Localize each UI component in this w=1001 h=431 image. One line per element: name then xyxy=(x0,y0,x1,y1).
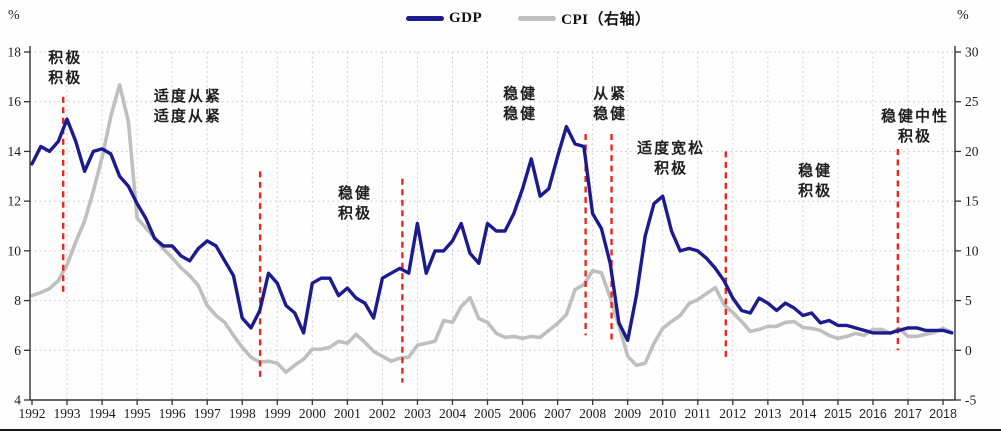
policy-annotation: 积极积极 xyxy=(48,49,82,87)
legend-item-gdp: GDP xyxy=(406,10,482,27)
cpi-line xyxy=(30,83,954,375)
left-axis-tick-label: 18 xyxy=(8,45,22,60)
left-axis-tick-label: 16 xyxy=(8,94,22,109)
x-tick-label: 2014 xyxy=(789,406,816,421)
x-tick-label: 2018 xyxy=(929,407,957,421)
x-tick-label: 2002 xyxy=(369,406,396,421)
right-axis-unit-label: % xyxy=(957,8,969,23)
left-axis-tick-label: 8 xyxy=(14,293,21,308)
x-tick-label: 1994 xyxy=(89,406,116,421)
x-tick-label: 1992 xyxy=(19,406,46,421)
legend-label-cpi: CPI（右轴） xyxy=(561,12,651,28)
x-tick-label: 2003 xyxy=(404,406,431,421)
left-axis-tick-label: 6 xyxy=(14,343,21,358)
policy-annotation: 适度宽松积极 xyxy=(637,139,705,177)
right-axis-tick-label: -5 xyxy=(965,393,976,408)
x-tick-label: 1996 xyxy=(159,406,186,421)
cpi-line-swatch xyxy=(518,16,557,21)
x-tick-label: 2008 xyxy=(579,406,606,421)
x-tick-label: 2011 xyxy=(685,406,712,421)
right-axis-tick-label: 25 xyxy=(965,94,979,109)
x-tick-label: 2004 xyxy=(439,406,466,421)
x-tick-label: 1995 xyxy=(124,406,151,421)
right-axis-tick-label: 20 xyxy=(965,144,979,159)
x-tick-label: 2007 xyxy=(544,406,571,421)
policy-annotation: 稳健积极 xyxy=(338,184,372,222)
x-tick-label: 2013 xyxy=(754,406,781,421)
x-tick-label: 1993 xyxy=(54,406,81,421)
left-axis-tick-label: 14 xyxy=(8,144,22,159)
legend-label-gdp: GDP xyxy=(449,10,483,26)
right-axis-tick-label: 10 xyxy=(965,243,979,258)
x-tick-label: 1999 xyxy=(264,406,291,421)
right-axis-tick-label: 5 xyxy=(965,293,972,308)
legend: GDP CPI（右轴） xyxy=(406,8,651,29)
right-axis-tick-label: 30 xyxy=(965,45,979,60)
x-tick-label: 2017 xyxy=(894,407,922,421)
x-tick-label: 2015 xyxy=(824,407,852,421)
left-axis-unit-label: % xyxy=(8,8,20,23)
x-tick-label: 2016 xyxy=(859,407,887,421)
x-tick-label: 2009 xyxy=(614,406,641,421)
left-axis-tick-label: 12 xyxy=(8,194,22,209)
x-tick-label: 2000 xyxy=(299,406,326,421)
x-tick-label: 1997 xyxy=(194,406,221,421)
left-axis-tick-label: 10 xyxy=(8,243,22,258)
policy-annotation: 稳健积极 xyxy=(798,162,832,200)
x-tick-label: 2001 xyxy=(334,406,361,421)
legend-item-cpi: CPI（右轴） xyxy=(518,8,650,29)
x-tick-label: 2006 xyxy=(509,406,536,421)
policy-annotation: 从紧稳健 xyxy=(593,86,627,123)
right-axis-tick-label: 15 xyxy=(965,194,979,209)
policy-annotation: 稳健稳健 xyxy=(503,85,537,123)
policy-annotation: 稳健中性积极 xyxy=(881,107,949,145)
x-tick-label: 2010 xyxy=(649,406,676,421)
right-axis-tick-label: 0 xyxy=(965,343,972,358)
x-tick-label: 2012 xyxy=(719,406,746,421)
gdp-line xyxy=(30,117,954,342)
x-tick-label: 2005 xyxy=(474,406,501,421)
x-tick-label: 1998 xyxy=(229,406,256,421)
gdp-line-swatch xyxy=(406,16,444,21)
policy-annotation: 适度从紧适度从紧 xyxy=(154,87,222,125)
left-axis-tick-label: 4 xyxy=(14,393,21,408)
